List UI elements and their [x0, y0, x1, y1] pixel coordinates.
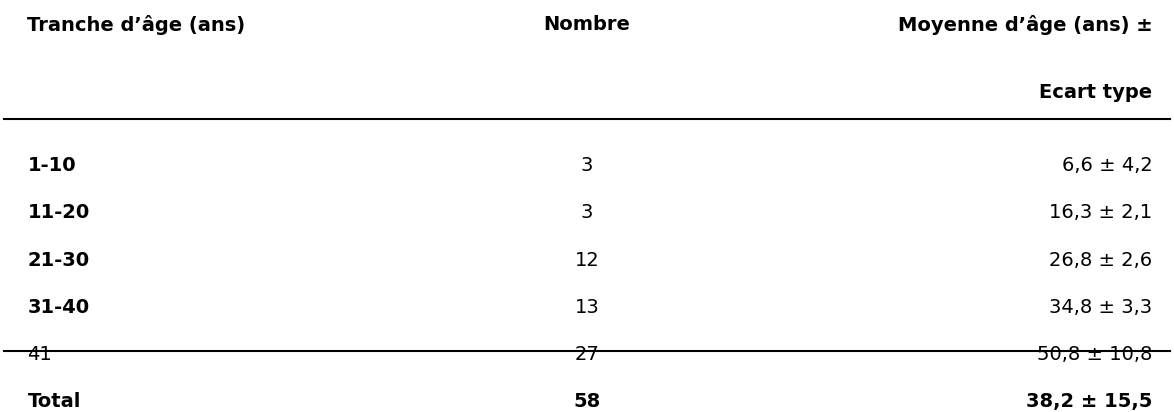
Text: 21-30: 21-30 [27, 250, 89, 269]
Text: 16,3 ± 2,1: 16,3 ± 2,1 [1050, 204, 1153, 222]
Text: 3: 3 [581, 204, 593, 222]
Text: 3: 3 [581, 156, 593, 175]
Text: Moyenne d’âge (ans) ±: Moyenne d’âge (ans) ± [898, 15, 1153, 35]
Text: 34,8 ± 3,3: 34,8 ± 3,3 [1050, 298, 1153, 317]
Text: Nombre: Nombre [544, 15, 630, 34]
Text: 31-40: 31-40 [27, 298, 89, 317]
Text: 27: 27 [574, 345, 600, 364]
Text: 58: 58 [573, 392, 601, 411]
Text: 26,8 ± 2,6: 26,8 ± 2,6 [1050, 250, 1153, 269]
Text: Ecart type: Ecart type [1039, 83, 1153, 102]
Text: 6,6 ± 4,2: 6,6 ± 4,2 [1061, 156, 1153, 175]
Text: 50,8 ± 10,8: 50,8 ± 10,8 [1037, 345, 1153, 364]
Text: Total: Total [27, 392, 81, 411]
Text: Tranche d’âge (ans): Tranche d’âge (ans) [27, 15, 245, 35]
Text: 1-10: 1-10 [27, 156, 76, 175]
Text: 38,2 ± 15,5: 38,2 ± 15,5 [1026, 392, 1153, 411]
Text: 12: 12 [574, 250, 600, 269]
Text: 13: 13 [574, 298, 600, 317]
Text: 41: 41 [27, 345, 52, 364]
Text: 11-20: 11-20 [27, 204, 89, 222]
